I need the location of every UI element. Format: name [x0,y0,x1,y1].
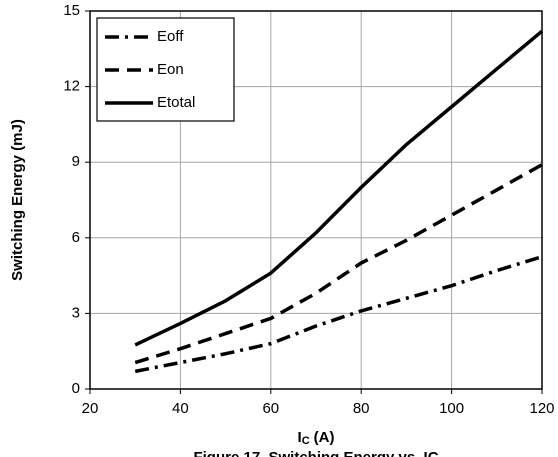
x-tick-label: 80 [353,400,370,417]
caption: Figure 17. Switching Energy vs. IC [193,449,438,457]
x-tick-label: 60 [262,400,279,417]
legend-label: Eoff [157,28,184,45]
series-line [134,255,543,374]
x-axis-label: IC (A) [298,429,335,447]
series-line [134,163,543,365]
y-tick-label: 6 [72,229,80,246]
x-tick-label: 120 [529,400,554,417]
y-tick-label: 0 [72,380,80,397]
x-label-sub: C [302,435,310,447]
x-label-main: I [298,429,302,446]
x-tick-label: 100 [439,400,464,417]
legend-label: Etotal [157,94,195,111]
legend-label: Eon [157,61,184,78]
plot-border [89,10,543,390]
y-tick-label: 15 [63,2,80,19]
x-label-unit: (A) [314,429,335,446]
y-axis-label: Switching Energy (mJ) [9,119,26,281]
y-tick-label: 12 [63,78,80,95]
y-tick-label: 9 [72,153,80,170]
x-tick-label: 20 [82,400,99,417]
y-tick-label: 3 [72,304,80,321]
x-tick-label: 40 [172,400,189,417]
series-line [134,29,544,347]
